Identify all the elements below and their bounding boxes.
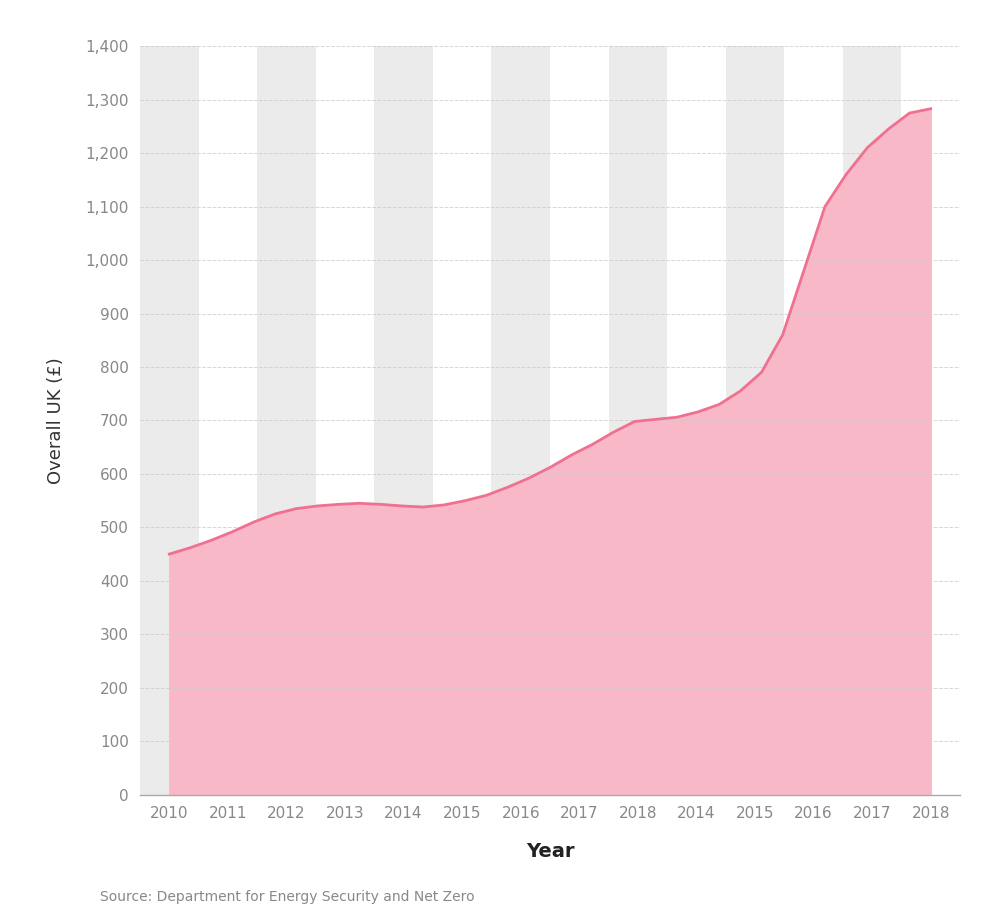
X-axis label: Year: Year <box>526 842 574 860</box>
Bar <box>843 46 901 795</box>
Bar <box>140 46 199 795</box>
Bar <box>491 46 550 795</box>
Bar <box>257 46 316 795</box>
Bar <box>609 46 667 795</box>
Bar <box>374 46 433 795</box>
Bar <box>726 46 784 795</box>
Y-axis label: Overall UK (£): Overall UK (£) <box>47 357 65 484</box>
Text: Source: Department for Energy Security and Net Zero: Source: Department for Energy Security a… <box>100 890 475 904</box>
